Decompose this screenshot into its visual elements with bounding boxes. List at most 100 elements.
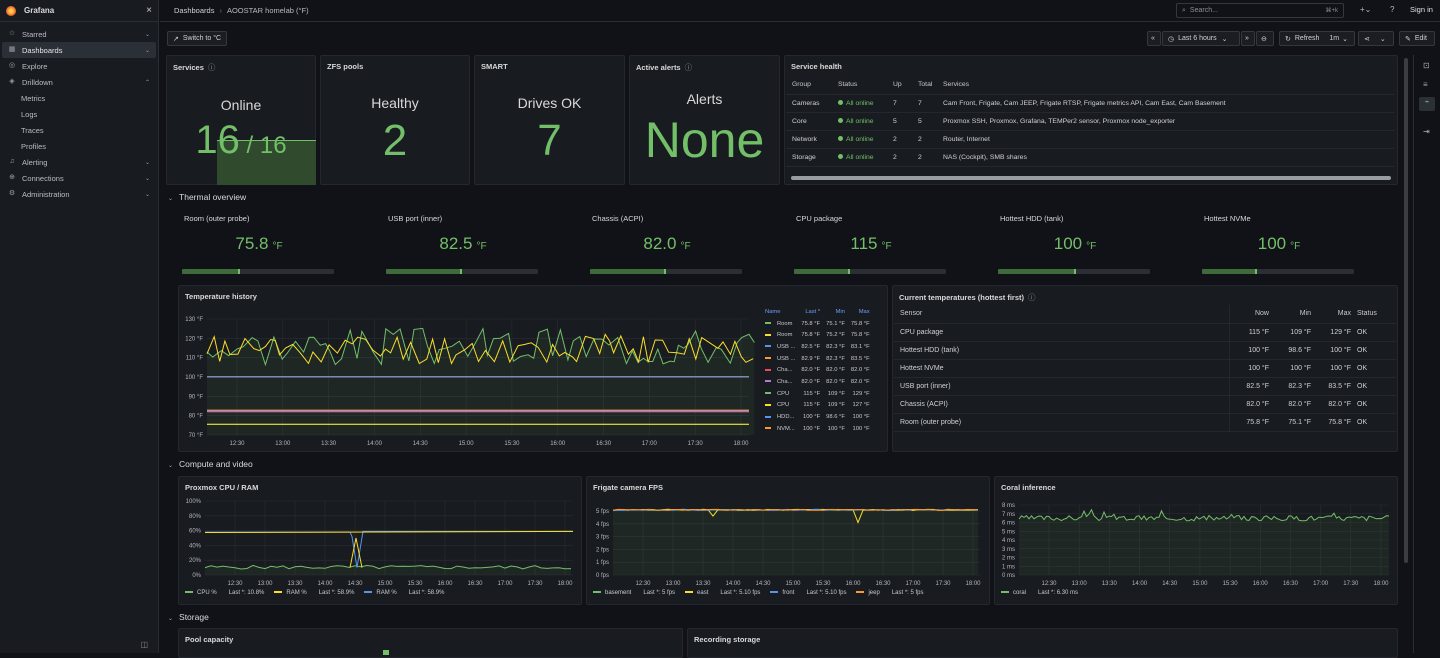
sidebar: Grafana × ☆ Starred ⌄ ▦ Dashboards ⌄ ◎ Explor… <box>0 0 159 653</box>
legend-item[interactable]: basement Last *: 5 fps <box>593 590 675 596</box>
row-compute[interactable]: ⌄ Compute and video <box>168 459 253 469</box>
chevron-up-icon[interactable]: ⌃ <box>144 79 150 86</box>
col-services[interactable]: Services <box>937 76 1394 95</box>
sign-in-link[interactable]: Sign in <box>1410 5 1433 14</box>
cpu-ram-chart[interactable]: 100% 80% 60% 40% 20% 0% 12:30 13:00 13:30 14:00 14… <box>179 495 581 590</box>
collapse-icon[interactable]: ⇥ <box>1423 127 1430 136</box>
help-icon[interactable]: ? <box>1390 5 1395 14</box>
temp-history-chart[interactable]: 130 °F 120 °F 110 °F 100 °F 90 °F 80 °F 70 °F 1… <box>179 306 759 451</box>
coral-chart[interactable]: 8 ms 7 ms 6 ms 5 ms 4 ms 3 ms 2 ms 1 ms 0 ms 12:3… <box>995 495 1397 590</box>
service-health-table: Group Status Up Total Services Cameras Al… <box>786 76 1394 167</box>
legend-row[interactable]: USB ... 82.5 °F 82.3 °F 83.1 °F <box>759 341 870 353</box>
y-tick-label: 3 fps <box>596 535 609 541</box>
chevron-down-icon[interactable]: ⌄ <box>144 175 150 182</box>
col-sensor[interactable]: Sensor <box>894 305 1230 324</box>
breadcrumb-dashboards[interactable]: Dashboards <box>174 6 215 15</box>
legend-name: NVM... <box>777 425 795 432</box>
sidebar-item-alerting[interactable]: ♫ Alerting ⌄ <box>9 157 150 167</box>
x-tick-label: 16:30 <box>596 441 612 447</box>
cell-min: 82.0 °F <box>1269 395 1311 414</box>
legend-col-max[interactable]: Max <box>858 308 870 315</box>
legend-min: 82.3 °F <box>826 343 845 350</box>
legend-item[interactable]: east Last *: 5.10 fps <box>685 590 760 596</box>
coral-legend: coral Last *: 6.30 ms <box>1001 590 1088 596</box>
legend-name: front <box>782 590 795 596</box>
legend-row[interactable]: Room 75.8 °F 75.2 °F 75.8 °F <box>759 329 870 341</box>
switch-units-button[interactable]: ↗ Switch to °C <box>167 31 228 46</box>
legend-row[interactable]: Cha... 82.0 °F 82.0 °F 82.0 °F <box>759 376 870 388</box>
col-max[interactable]: Max <box>1311 305 1351 324</box>
legend-col-last[interactable]: Last * <box>805 308 821 315</box>
panel-icon[interactable]: ⌁ <box>1419 97 1435 111</box>
grafana-logo-icon[interactable] <box>6 5 16 16</box>
legend-item[interactable]: front Last *: 5.10 fps <box>770 590 846 596</box>
chevron-down-icon[interactable]: ⌄ <box>144 191 150 198</box>
legend-item[interactable]: RAM % Last *: 58.9% <box>274 590 354 596</box>
legend-last: Last *: 5 fps <box>891 590 924 596</box>
row-storage[interactable]: ⌄ Storage <box>168 612 209 622</box>
legend-row[interactable]: USB ... 82.9 °F 82.3 °F 83.5 °F <box>759 353 870 365</box>
legend-row[interactable]: CPU 115 °F 109 °F 127 °F <box>759 400 870 412</box>
col-now[interactable]: Now <box>1229 305 1269 324</box>
plus-icon[interactable]: +⌄ <box>1360 5 1372 14</box>
info-icon[interactable]: ⓘ <box>1028 293 1036 302</box>
sidebar-item-logs[interactable]: Logs <box>21 109 38 119</box>
top-bar: Dashboards › AOOSTAR homelab (°F) ⌕ Search.… <box>160 0 1440 22</box>
gauge-bar-fill <box>998 269 1076 274</box>
legend-item[interactable]: CPU % Last *: 10.8% <box>185 590 264 596</box>
legend-row[interactable]: Cha... 82.0 °F 82.0 °F 82.0 °F <box>759 364 870 376</box>
legend-item[interactable]: RAM % Last *: 58.9% <box>364 590 444 596</box>
fps-chart[interactable]: 5 fps 4 fps 3 fps 2 fps 1 fps 0 fps 12:30 13:00… <box>587 495 989 590</box>
col-min[interactable]: Min <box>1269 305 1311 324</box>
chevron-down-icon[interactable]: ⌄ <box>144 47 150 54</box>
col-status[interactable]: Status <box>1351 305 1396 324</box>
col-up[interactable]: Up <box>887 76 912 95</box>
legend-row[interactable]: NVM... 100 °F 100 °F 100 °F <box>759 423 870 435</box>
legend-name: Cha... <box>777 378 793 385</box>
legend-row[interactable]: HDD... 100 °F 98.6 °F 100 °F <box>759 411 870 423</box>
info-icon[interactable]: ⓘ <box>207 63 216 72</box>
sidebar-item-metrics[interactable]: Metrics <box>21 93 46 103</box>
zoom-out-button[interactable]: ⊖ <box>1256 31 1274 46</box>
sidebar-item-administration[interactable]: ⚙ Administration ⌄ <box>8 189 150 199</box>
legend-min: 75.1 °F <box>826 320 845 327</box>
sidebar-item-traces[interactable]: Traces <box>21 125 44 135</box>
col-status[interactable]: Status <box>832 76 887 95</box>
list-icon[interactable]: ≡ <box>1423 80 1428 89</box>
edit-button[interactable]: ✎ Edit <box>1399 31 1435 46</box>
time-back-button[interactable]: « <box>1147 31 1161 46</box>
col-total[interactable]: Total <box>912 76 937 95</box>
horizontal-scrollbar[interactable] <box>791 176 1391 180</box>
cell-sensor: Hottest NVMe <box>894 359 1230 378</box>
time-range-picker[interactable]: ◷ Last 6 hours ⌄ <box>1162 31 1240 46</box>
x-tick-label: 15:00 <box>459 441 475 447</box>
legend-row[interactable]: Room 75.8 °F 75.1 °F 75.8 °F <box>759 318 870 330</box>
sidebar-item-connections[interactable]: ⊕ Connections ⌄ <box>9 173 150 183</box>
close-icon[interactable]: × <box>146 5 152 16</box>
cell-now: 100 °F <box>1229 359 1269 378</box>
scrollbar[interactable] <box>1404 58 1408 563</box>
sidebar-item-explore[interactable]: ◎ Explore <box>8 61 48 71</box>
share-button[interactable]: ⋖ ⌄ <box>1358 31 1394 46</box>
x-tick-label: 15:30 <box>815 581 831 587</box>
legend-item[interactable]: coral Last *: 6.30 ms <box>1001 590 1078 596</box>
legend-row[interactable]: CPU 115 °F 109 °F 129 °F <box>759 388 870 400</box>
row-thermal[interactable]: ⌄ Thermal overview <box>168 192 247 202</box>
outline-icon[interactable]: ⊡ <box>1423 61 1430 70</box>
legend-col-name[interactable]: Name <box>765 308 781 315</box>
dock-menu-icon[interactable]: ◫ <box>140 640 148 649</box>
info-icon[interactable]: ⓘ <box>684 63 693 72</box>
sidebar-item-drilldown[interactable]: ◈ Drilldown ⌃ <box>9 77 150 87</box>
time-forward-button[interactable]: » <box>1241 31 1255 46</box>
chevron-down-icon[interactable]: ⌄ <box>144 31 150 38</box>
refresh-button[interactable]: ↻ Refresh 1m ⌄ <box>1279 31 1355 46</box>
legend-col-min[interactable]: Min <box>835 308 845 315</box>
sidebar-item-starred[interactable]: ☆ Starred ⌄ <box>8 29 150 39</box>
search-input[interactable]: ⌕ Search... ⌘+k <box>1176 3 1344 18</box>
sidebar-item-profiles[interactable]: Profiles <box>21 141 47 151</box>
sidebar-item-dashboards[interactable]: ▦ Dashboards ⌄ <box>2 42 156 58</box>
chevron-down-icon[interactable]: ⌄ <box>144 159 150 166</box>
legend-item[interactable]: jeep Last *: 5 fps <box>856 590 924 596</box>
recording-storage-panel: Recording storage <box>687 628 1398 658</box>
col-group[interactable]: Group <box>786 76 832 95</box>
